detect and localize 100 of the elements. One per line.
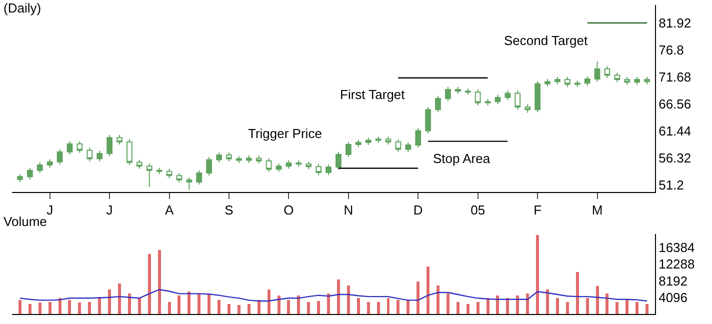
bar [636,302,639,314]
candlestick [226,152,232,162]
candlestick [375,136,382,144]
candlestick [116,134,122,145]
bar [616,302,619,314]
candlestick [395,138,402,152]
candlestick [644,76,650,85]
bar [158,250,161,314]
y-tick-label: 61.44 [658,124,692,139]
candlestick [624,76,630,86]
bar [506,298,510,314]
bar [376,302,380,314]
chart-title: (Daily) [4,0,42,16]
candlestick [494,94,501,105]
candlestick [76,140,83,154]
bar [426,266,430,314]
bar [416,282,420,314]
x-tick-label: J [106,202,113,218]
candlestick [46,158,53,168]
candlestick [405,142,412,152]
bar [396,300,400,314]
bar [556,298,559,314]
candlestick [306,160,312,170]
bar [68,300,72,314]
y-tick-label: 76.8 [658,42,684,58]
candlestick [136,159,142,170]
x-tick-label: O [284,202,294,218]
bar [218,300,221,314]
bar [237,305,240,314]
bar [18,300,22,314]
candlestick [454,86,461,94]
bar [98,296,102,314]
candlestick [554,76,560,85]
candlestick [286,160,292,170]
bar [38,302,42,314]
y-tick-label: 51.2 [658,178,684,193]
candlestick [296,160,302,168]
bar [356,298,360,314]
candlestick [17,174,23,182]
candlestick [355,139,362,148]
candlestick [186,176,192,190]
candlestick [534,80,540,113]
bar [128,294,131,314]
x-tick-label: S [224,202,234,218]
candlestick [584,76,590,86]
bar [336,279,340,314]
annotation: Stop Area [433,151,491,166]
bar [108,290,112,314]
bar [257,300,260,314]
bar [646,304,649,314]
candlestick [385,136,392,145]
candlestick [336,151,342,170]
candlestick [96,150,103,162]
bar [546,290,549,314]
candlestick [276,162,282,172]
bar [566,302,569,314]
candlestick [564,76,570,88]
bar [198,294,201,314]
bar [466,304,470,314]
x-tick-label: N [344,202,354,218]
bar [58,298,62,314]
candlestick [156,167,162,175]
x-tick-label: F [534,202,542,218]
bar [88,302,92,314]
line-series [19,289,648,302]
bar [277,296,280,314]
candlestick [196,170,202,186]
bar [456,302,460,314]
bar [596,286,599,314]
bar [327,294,330,314]
bar [536,235,540,314]
bar [436,286,440,314]
annotation: First Target [340,87,406,102]
bar [446,294,450,314]
bar [526,294,530,314]
bar [317,301,320,314]
candlestick [365,137,372,146]
candlestick [86,147,93,162]
y-tick-label: 16384 [658,240,695,256]
bar [406,300,410,314]
candlestick [206,156,212,176]
bar [148,254,151,314]
candlestick [345,141,352,158]
candlestick [474,89,481,106]
candlestick [166,168,172,179]
candlestick [425,106,431,134]
y-tick-label: 71.68 [658,70,692,84]
y-tick-label: 12288 [658,256,695,272]
y-tick-label: 4096 [658,290,688,305]
bar [208,294,211,314]
candlestick [604,66,610,78]
candlestick [176,172,182,183]
candlestick [56,148,63,166]
candlestick [256,155,262,164]
bar [178,296,181,314]
bar [118,284,121,314]
bar [476,302,480,314]
candlestick [126,138,132,166]
x-tick-label: M [592,202,603,218]
candlestick [415,128,422,148]
